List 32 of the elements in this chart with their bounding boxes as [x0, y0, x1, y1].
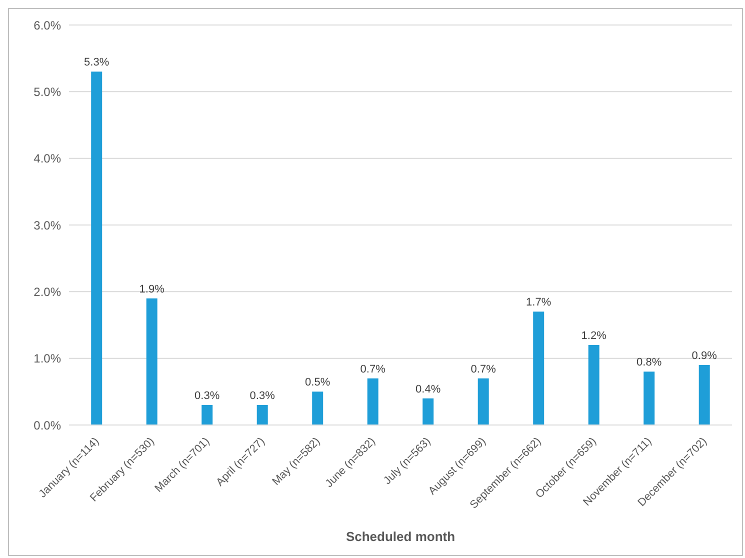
data-label: 1.7% — [526, 296, 552, 309]
y-tick-label: 5.0% — [34, 84, 62, 99]
bar — [533, 312, 544, 425]
bar — [588, 345, 600, 425]
data-label: 0.3% — [250, 390, 276, 402]
data-label: 0.3% — [194, 390, 220, 402]
data-label: 1.2% — [581, 330, 607, 342]
bar — [256, 405, 268, 425]
bar — [202, 405, 213, 425]
data-label: 0.7% — [360, 363, 386, 376]
bar — [422, 398, 434, 425]
x-axis-title: Scheduled month — [346, 529, 456, 544]
bar — [644, 372, 655, 425]
data-label: 5.3% — [84, 56, 110, 69]
y-tick-label: 2.0% — [34, 284, 62, 299]
y-tick-label: 3.0% — [34, 218, 62, 232]
data-label: 0.9% — [692, 350, 718, 362]
data-label: 0.4% — [416, 383, 441, 396]
y-tick-label: 4.0% — [34, 152, 62, 166]
y-tick-label: 6.0% — [34, 18, 62, 32]
y-tick-label: 0.0% — [34, 418, 62, 432]
bar — [478, 378, 489, 425]
bar — [312, 392, 324, 425]
bar — [367, 378, 378, 425]
data-label: 1.9% — [139, 283, 165, 296]
bar — [91, 72, 102, 425]
bar — [698, 365, 710, 425]
data-label: 0.8% — [636, 356, 662, 369]
y-tick-label: 1.0% — [34, 352, 62, 366]
bar — [146, 298, 158, 425]
data-label: 0.7% — [470, 363, 496, 376]
data-label: 0.5% — [305, 376, 330, 389]
